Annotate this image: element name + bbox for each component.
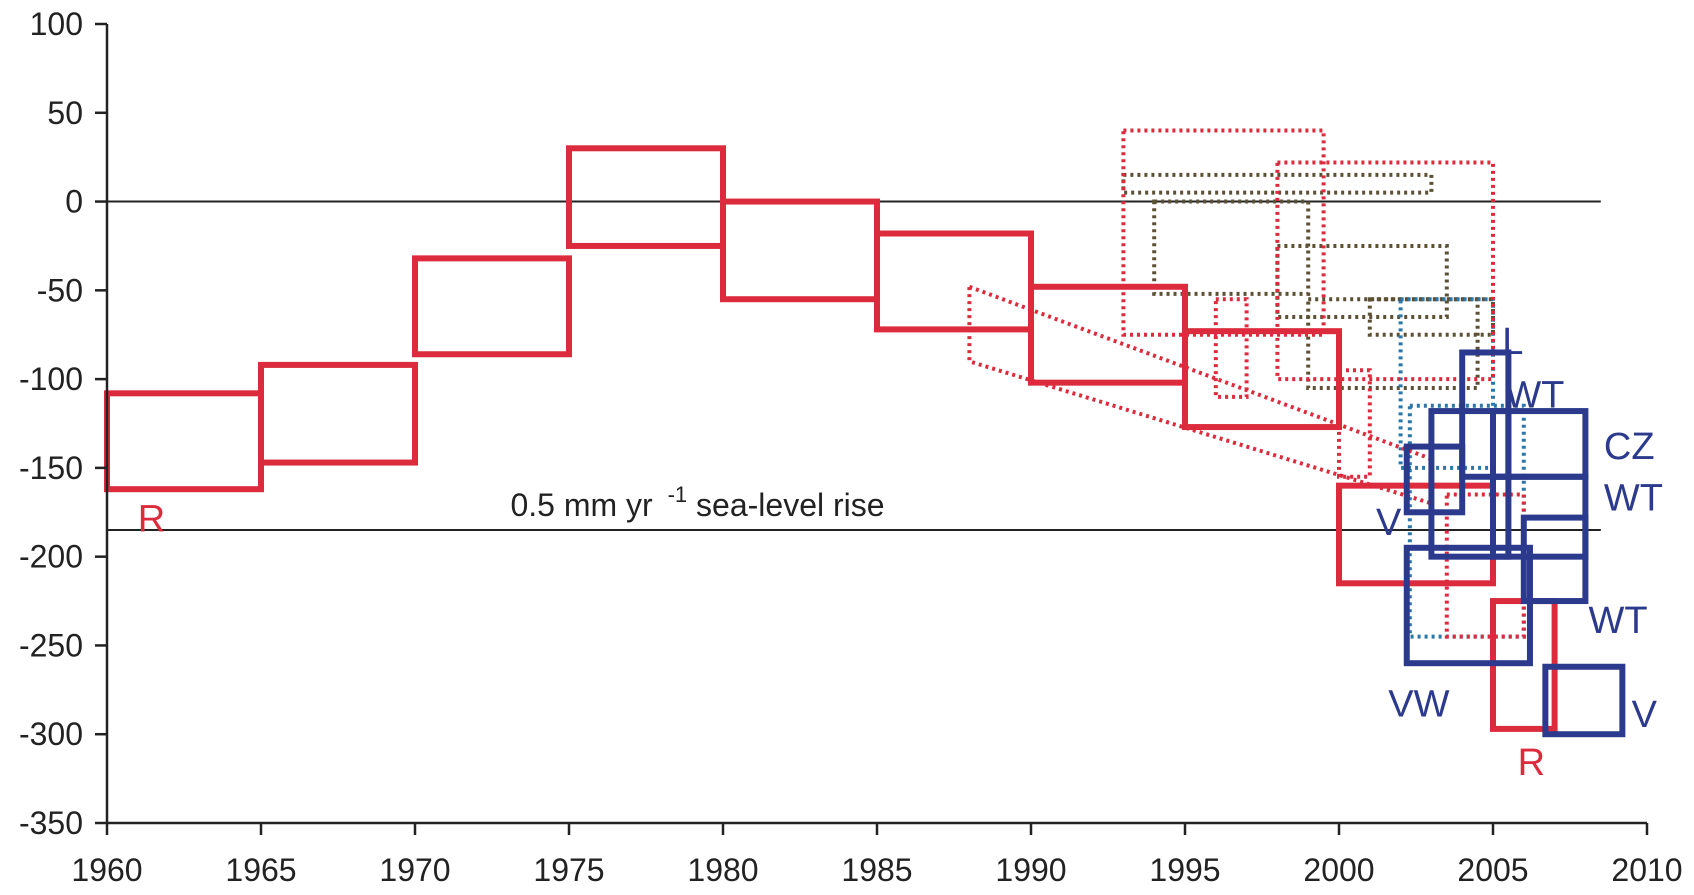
red-solid-box	[258, 361, 418, 466]
y-ticks: 100 50 0 -50 -100 -150 -200 -250 -300 -350	[19, 6, 107, 841]
y-tick-label: 50	[47, 95, 83, 131]
series-label-wt: WT	[1604, 477, 1663, 519]
red-solid-box	[720, 198, 880, 303]
red-dotted-band	[967, 283, 1434, 507]
y-tick-label: -150	[19, 450, 83, 486]
brown-dotted-box	[1275, 243, 1449, 319]
series-label-r: R	[138, 499, 165, 541]
x-tick-label: 1965	[225, 852, 296, 888]
red-dotted-box	[1275, 160, 1496, 382]
series-label-v: V	[1632, 694, 1658, 736]
series-label-cz: CZ	[1604, 426, 1655, 468]
blue-solid-box	[1428, 408, 1512, 560]
red-dotted-box	[1444, 492, 1526, 639]
red-solid-box	[1028, 283, 1188, 386]
red-dotted-box	[1337, 368, 1372, 479]
red-solid-box	[1182, 328, 1342, 431]
y-tick-label: -200	[19, 539, 83, 575]
series-labels: R R L WT CZ WT V WT VW V	[138, 321, 1663, 784]
x-tick-label: 1985	[841, 852, 912, 888]
sea-level-annotation: 0.5 mm yr -1 sea-level rise	[510, 473, 884, 523]
blue-solid-box	[1403, 443, 1466, 516]
x-tick-label: 1960	[71, 852, 142, 888]
x-tick-label: 2010	[1611, 852, 1682, 888]
series-label-l: L	[1502, 321, 1523, 363]
x-tick-label: 1975	[533, 852, 604, 888]
teal-dotted-box	[1407, 403, 1526, 639]
y-tick-label: 0	[65, 184, 83, 220]
series-label-r: R	[1518, 742, 1545, 784]
x-tick-label: 2005	[1457, 852, 1528, 888]
sea-level-annotation-text: 0.5 mm yr	[510, 487, 653, 523]
red-solid-box	[874, 230, 1034, 333]
teal-dotted-box	[1398, 297, 1495, 470]
red-solid-box	[566, 145, 726, 249]
series-label-wt: WT	[1505, 374, 1564, 416]
y-tick-label: -300	[19, 716, 83, 752]
series-label-v: V	[1376, 502, 1402, 544]
y-tick-label: -250	[19, 627, 83, 663]
red-solid-box	[104, 390, 264, 493]
red-solid-box	[412, 255, 572, 358]
sea-level-annotation-suffix: sea-level rise	[696, 487, 885, 523]
blue-solid-box	[1542, 663, 1626, 738]
series-label-vw: VW	[1388, 683, 1449, 725]
sea-level-annotation-superscript: -1	[668, 482, 688, 507]
brown-dotted-box	[1121, 172, 1434, 195]
blue-solid-box	[1520, 514, 1589, 605]
y-tick-label: 100	[30, 6, 83, 42]
data-boxes	[104, 128, 1626, 738]
series-label-wt: WT	[1588, 600, 1647, 642]
x-tick-label: 1995	[1149, 852, 1220, 888]
y-tick-label: -100	[19, 361, 83, 397]
brown-dotted-box	[1367, 297, 1496, 337]
blue-solid-box	[1459, 349, 1512, 480]
x-tick-label: 1980	[687, 852, 758, 888]
red-dotted-box	[1121, 128, 1326, 337]
x-tick-label: 2000	[1303, 852, 1374, 888]
x-ticks: 1960 1965 1970 1975 1980 1985 1990 1995 2000 2005…	[71, 823, 1683, 888]
x-tick-label: 1990	[995, 852, 1066, 888]
red-dotted-box	[1213, 297, 1249, 399]
y-tick-label: -350	[19, 805, 83, 841]
brown-dotted-box	[1306, 297, 1480, 390]
brown-dotted-box	[1152, 199, 1311, 296]
blue-solid-box	[1403, 544, 1533, 667]
x-tick-label: 1970	[379, 852, 450, 888]
y-tick-label: -50	[37, 272, 83, 308]
